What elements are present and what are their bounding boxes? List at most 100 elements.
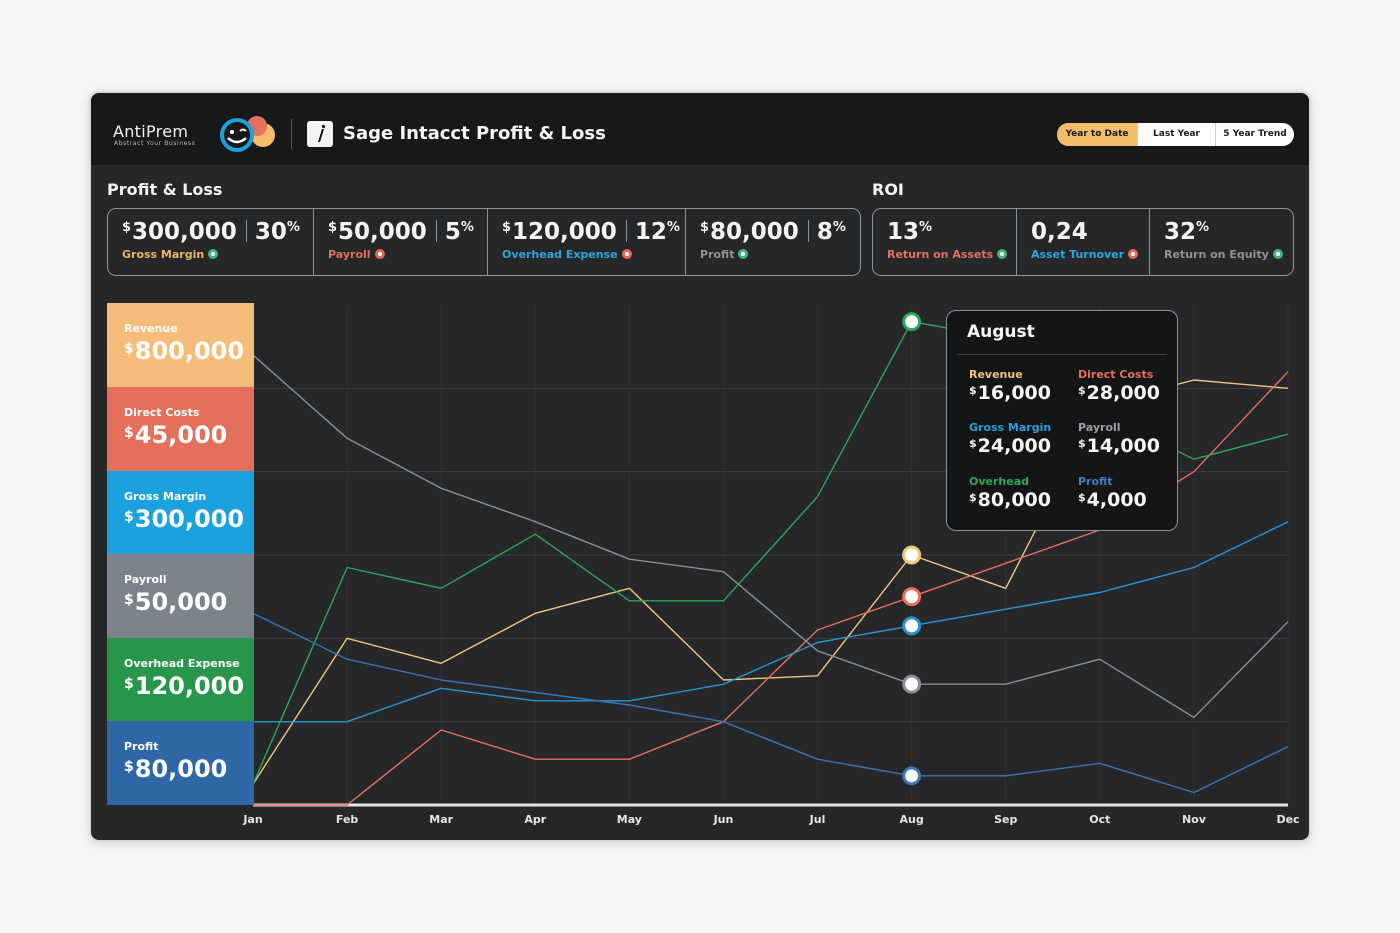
period-toggle: Year to Date Last Year 5 Year Trend	[1057, 123, 1294, 146]
percent-sign: %	[919, 220, 933, 235]
data-point-gross-margin	[902, 616, 922, 636]
tile-amount: 300,000	[134, 505, 245, 533]
trend-indicator-icon	[1128, 249, 1139, 259]
kpi-amount: 50,000	[338, 219, 427, 245]
tooltip-item-amount: 24,000	[977, 435, 1051, 457]
tile-amount: 50,000	[134, 588, 228, 616]
currency-symbol: $	[969, 384, 977, 397]
data-point-payroll	[902, 674, 922, 694]
tooltip-item-label: Payroll	[1078, 421, 1121, 434]
tooltip-item-amount: 4,000	[1086, 489, 1147, 511]
x-axis-tick-label: May	[616, 813, 642, 826]
kpi-card[interactable]: 0,24 Asset Turnover	[1016, 209, 1149, 275]
percent-sign: %	[1196, 220, 1210, 235]
series-line-gross-margin	[253, 521, 1289, 723]
currency-symbol: $	[969, 437, 977, 450]
kpi-value: $120,000 12%	[502, 219, 685, 245]
period-year-to-date-button[interactable]: Year to Date	[1057, 123, 1137, 146]
kpi-card[interactable]: 13% Return on Assets	[873, 209, 1016, 275]
kpi-percent: 8	[816, 219, 833, 245]
x-axis-tick-label: Sep	[994, 813, 1018, 826]
kpi-card[interactable]: $50,000 5% Payroll	[313, 209, 487, 275]
kpi-amount: 13	[887, 219, 920, 245]
kpi-value: $50,000 5%	[328, 219, 487, 245]
kpi-label-text: Return on Equity	[1164, 248, 1269, 261]
x-axis-tick-label: Jun	[713, 813, 734, 826]
tile-label: Direct Costs	[124, 406, 200, 419]
legend-tile-revenue[interactable]: Revenue $800,000	[107, 303, 254, 387]
kpi-amount: 300,000	[132, 219, 237, 245]
kpi-label: Return on Assets	[887, 248, 1016, 261]
kpi-value-divider	[435, 220, 437, 242]
x-axis-tick-label: Nov	[1181, 813, 1206, 826]
kpi-label-text: Return on Assets	[887, 248, 994, 261]
x-axis-tick-label: Jul	[809, 813, 826, 826]
kpi-amount: 32	[1164, 219, 1197, 245]
tooltip-item-amount: 14,000	[1086, 435, 1160, 457]
trend-indicator-icon	[621, 249, 632, 259]
data-point-revenue	[902, 545, 922, 565]
currency-symbol: $	[1078, 491, 1086, 504]
chart-tooltip: August Revenue $16,000 Direct Costs $28,…	[946, 310, 1178, 531]
page-title: Sage Intacct Profit & Loss	[343, 123, 606, 144]
roi-heading: ROI	[872, 180, 904, 199]
percent-sign: %	[460, 220, 474, 235]
legend-tile-direct-costs[interactable]: Direct Costs $45,000	[107, 387, 254, 471]
percent-sign: %	[832, 220, 846, 235]
kpi-label-text: Overhead Expense	[502, 248, 618, 261]
tile-label: Profit	[124, 740, 159, 753]
trend-indicator-icon	[374, 249, 385, 259]
currency-symbol: $	[969, 491, 977, 504]
cloud-mascot-icon	[220, 116, 275, 152]
currency-symbol: $	[328, 220, 338, 235]
legend-tile-profit[interactable]: Profit $80,000	[107, 721, 254, 805]
x-axis-tick-label: Mar	[429, 813, 454, 826]
kpi-label: Asset Turnover	[1031, 248, 1149, 261]
kpi-amount: 0,24	[1031, 219, 1088, 245]
roi-kpi-strip: 13% Return on Assets 0,24 Asset Turnover…	[872, 208, 1294, 276]
kpi-percent: 12	[634, 219, 667, 245]
tooltip-item-label: Overhead	[969, 475, 1029, 488]
x-axis-tick-label: Jan	[243, 813, 263, 826]
legend-tile-overhead-expense[interactable]: Overhead Expense $120,000	[107, 638, 254, 722]
trend-indicator-icon	[738, 249, 749, 259]
percent-sign: %	[286, 220, 300, 235]
tooltip-item-label: Profit	[1078, 475, 1113, 488]
profit-loss-heading: Profit & Loss	[107, 180, 223, 199]
tooltip-title: August	[967, 322, 1035, 342]
tooltip-item-value: $28,000	[1078, 382, 1160, 404]
tooltip-item: Profit $4,000	[1078, 475, 1147, 511]
brand-name: AntiPrem	[113, 122, 189, 141]
data-point-profit	[902, 766, 922, 786]
kpi-card[interactable]: $120,000 12% Overhead Expense	[487, 209, 685, 275]
legend-tile-gross-margin[interactable]: Gross Margin $300,000	[107, 471, 254, 555]
tile-amount: 45,000	[134, 421, 228, 449]
data-point-overhead-expense	[902, 312, 922, 332]
legend-tile-payroll[interactable]: Payroll $50,000	[107, 554, 254, 638]
currency-symbol: $	[502, 220, 512, 235]
currency-symbol: $	[124, 425, 134, 441]
data-point-direct-costs	[902, 587, 922, 607]
trend-indicator-icon	[1272, 249, 1283, 259]
tile-label: Revenue	[124, 322, 178, 335]
kpi-card[interactable]: $300,000 30% Gross Margin	[108, 209, 313, 275]
period-last-year-button[interactable]: Last Year	[1137, 123, 1215, 146]
tooltip-item-value: $14,000	[1078, 435, 1160, 457]
tooltip-item-value: $80,000	[969, 489, 1051, 511]
tooltip-item: Gross Margin $24,000	[969, 421, 1051, 457]
tile-value: $50,000	[124, 588, 254, 616]
kpi-percent: 5	[444, 219, 461, 245]
trend-indicator-icon	[208, 249, 219, 259]
tile-amount: 120,000	[134, 672, 245, 700]
period-5-year-trend-button[interactable]: 5 Year Trend	[1215, 123, 1294, 146]
tooltip-item-value: $16,000	[969, 382, 1051, 404]
kpi-value: 32%	[1164, 219, 1292, 245]
tile-label: Payroll	[124, 573, 167, 586]
kpi-amount: 80,000	[710, 219, 799, 245]
kpi-card[interactable]: 32% Return on Equity	[1149, 209, 1292, 275]
currency-symbol: $	[1078, 384, 1086, 397]
kpi-value: $80,000 8%	[700, 219, 859, 245]
tooltip-item-label: Gross Margin	[969, 421, 1052, 434]
kpi-card[interactable]: $80,000 8% Profit	[685, 209, 859, 275]
tile-label: Overhead Expense	[124, 657, 240, 670]
